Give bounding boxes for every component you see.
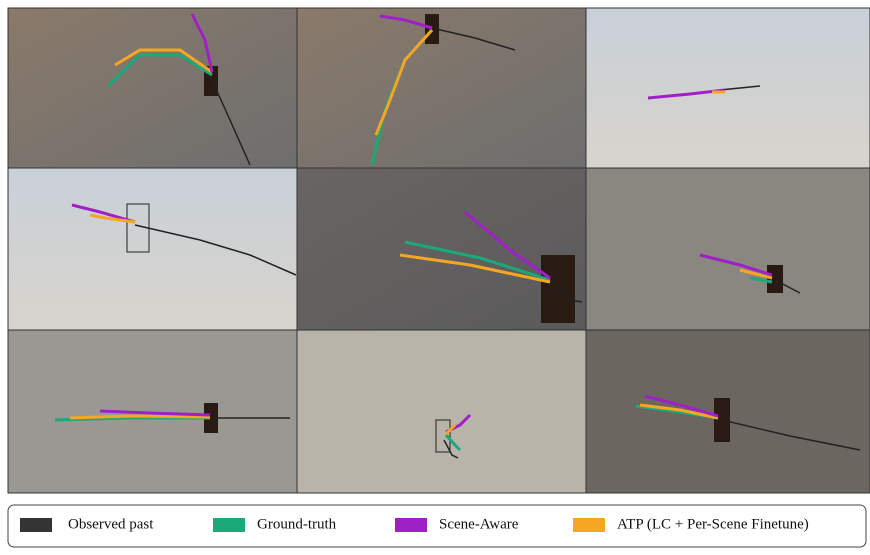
legend-label: Ground-truth — [257, 516, 337, 532]
panel — [7, 167, 298, 331]
trajectories — [54, 13, 861, 459]
atp-path — [89, 213, 136, 224]
panel — [296, 7, 587, 169]
image-grid — [7, 7, 870, 494]
panel — [585, 167, 870, 331]
ground-truth-path — [106, 53, 213, 88]
legend-swatch — [573, 518, 605, 532]
observed-path — [431, 27, 516, 51]
person-box — [435, 419, 451, 453]
observed-path — [134, 224, 297, 276]
ground-truth-path — [444, 433, 462, 452]
atp-path — [114, 48, 213, 74]
scene-aware-path — [379, 14, 433, 30]
atp-path — [374, 28, 434, 136]
panel — [7, 329, 298, 494]
legend-label: Scene-Aware — [439, 516, 519, 532]
person-box — [204, 403, 218, 433]
scene-aware-path — [699, 253, 773, 277]
scene-aware-path — [71, 203, 136, 224]
panel — [296, 329, 587, 494]
person-box — [425, 14, 439, 44]
scene-aware-path — [99, 409, 211, 417]
atp-path — [739, 268, 773, 280]
legend-box — [7, 504, 867, 548]
observed-path — [774, 279, 801, 294]
scene-aware-path — [464, 210, 551, 280]
observed-path — [719, 85, 761, 91]
atp-path — [69, 414, 211, 420]
observed-path — [551, 284, 583, 303]
observed-path — [211, 79, 251, 166]
legend-swatch — [395, 518, 427, 532]
scene-aware-path — [644, 394, 719, 418]
ground-truth-path — [749, 276, 773, 284]
person-box — [541, 255, 575, 323]
ground-truth-path — [404, 240, 551, 282]
legend-label: Observed past — [68, 516, 154, 532]
legend: Observed past Ground-truth Scene-Aware ATP … — [7, 504, 867, 548]
panel — [7, 7, 298, 169]
legend-label: ATP (LC + Per-Scene Finetune) — [617, 516, 809, 532]
atp-path — [399, 253, 551, 284]
legend-swatch — [20, 518, 52, 532]
observed-path — [443, 439, 459, 459]
panel — [585, 7, 870, 169]
legend-swatch — [213, 518, 245, 532]
observed-path — [721, 419, 861, 451]
person-box — [767, 265, 783, 293]
atp-path — [639, 403, 719, 420]
scene-aware-path — [190, 13, 214, 73]
atp-path — [444, 423, 457, 436]
